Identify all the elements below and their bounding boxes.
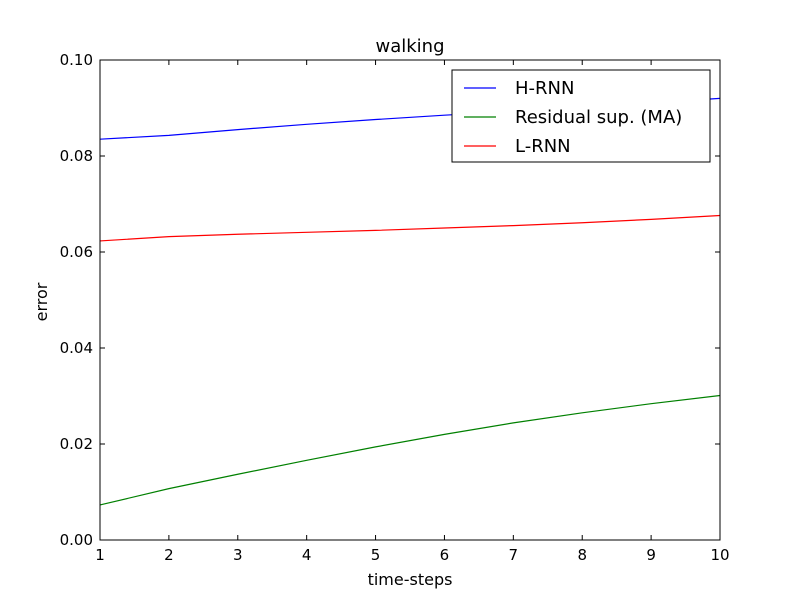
x-tick-label: 2 [164, 546, 174, 564]
ticks-layer: 1 2 3 4 5 6 7 8 9 10 0.00 0.02 0.04 0.06 0.08 0.10 [60, 51, 730, 564]
y-tick-label: 0.04 [60, 339, 93, 357]
y-tick-label: 0.08 [60, 147, 93, 165]
x-tick-label: 7 [509, 546, 519, 564]
y-tick-label: 0.10 [60, 51, 93, 69]
x-tick-label: 3 [233, 546, 243, 564]
y-axis-label: error [32, 282, 51, 321]
x-tick-label: 8 [577, 546, 587, 564]
x-tick-label: 10 [710, 546, 729, 564]
legend-label-3: L-RNN [515, 136, 571, 157]
y-tick-label: 0.06 [60, 243, 93, 261]
legend-box [451, 69, 711, 163]
plot-frame [99, 59, 721, 541]
y-tick-label: 0.02 [60, 435, 93, 453]
legend-label-1: H-RNN [515, 78, 574, 99]
x-tick-label: 4 [302, 546, 312, 564]
series-line-2 [99, 394, 721, 506]
y-tick-label: 0.00 [60, 531, 93, 549]
x-tick-label: 6 [440, 546, 450, 564]
series-line-3 [99, 214, 721, 242]
x-axis-label: time-steps [368, 570, 453, 589]
chart-title: walking [375, 36, 444, 57]
legend-label-2: Residual sup. (MA) [515, 107, 682, 128]
x-tick-label: 5 [371, 546, 381, 564]
x-tick-label: 1 [95, 546, 105, 564]
legend: H-RNN Residual sup. (MA) L-RNN [451, 69, 711, 163]
x-tick-label: 9 [646, 546, 656, 564]
